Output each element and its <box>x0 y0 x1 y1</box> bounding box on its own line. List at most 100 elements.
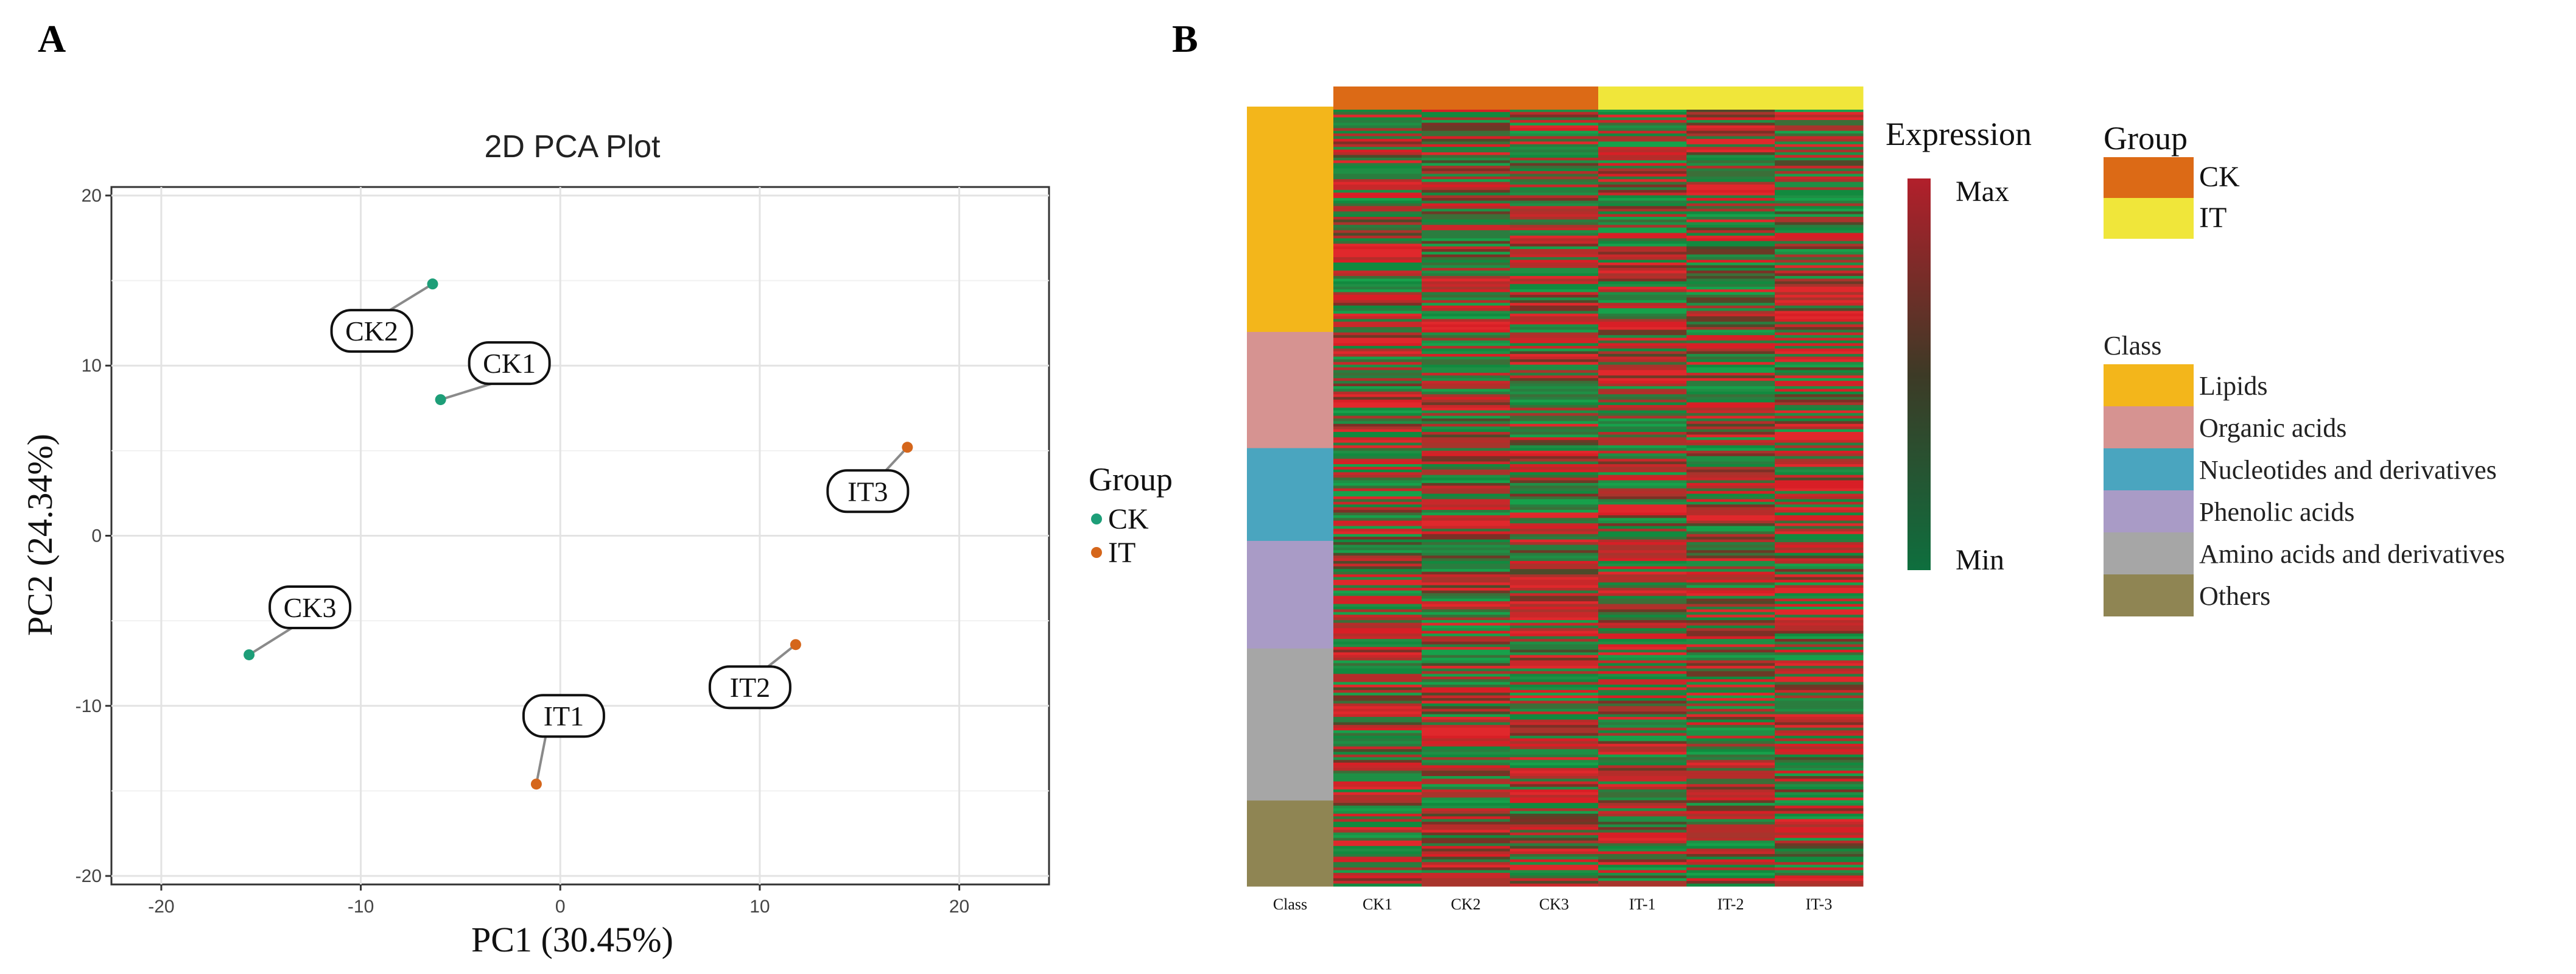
heatmap-cell <box>1686 752 1775 755</box>
heatmap-cell <box>1686 579 1775 583</box>
heatmap-class-block <box>1247 540 1333 649</box>
heatmap-cell <box>1333 326 1422 330</box>
heatmap-cell <box>1775 138 1864 142</box>
heatmap-cell <box>1598 778 1687 782</box>
heatmap-cell <box>1510 816 1599 820</box>
heatmap-cell <box>1775 136 1864 139</box>
heatmap-cell <box>1422 364 1511 368</box>
heatmap-cell <box>1510 341 1599 344</box>
heatmap-cell <box>1598 792 1687 796</box>
heatmap-cell <box>1510 617 1599 621</box>
heatmap-cell <box>1422 601 1511 605</box>
heatmap-cell <box>1333 727 1422 731</box>
heatmap-cell <box>1598 660 1687 664</box>
heatmap-cell <box>1598 528 1687 532</box>
heatmap-cell <box>1333 628 1422 632</box>
heatmap-cell <box>1598 523 1687 527</box>
pca-leader-line <box>535 736 547 785</box>
heatmap-cell <box>1686 332 1775 336</box>
heatmap-cell <box>1598 480 1687 484</box>
heatmap-cell <box>1775 163 1864 166</box>
heatmap-cell <box>1598 628 1687 632</box>
heatmap-cell <box>1598 351 1687 355</box>
heatmap-cell <box>1686 534 1775 537</box>
heatmap-cell <box>1598 367 1687 371</box>
heatmap-cell <box>1775 671 1864 674</box>
heatmap-cell <box>1775 845 1864 849</box>
heatmap-cell <box>1686 203 1775 206</box>
heatmap-cell <box>1686 448 1775 451</box>
heatmap-cell <box>1686 225 1775 228</box>
heatmap-cell <box>1775 166 1864 169</box>
heatmap-cell <box>1510 703 1599 707</box>
heatmap-cell <box>1333 657 1422 661</box>
heatmap-class-block <box>1247 448 1333 542</box>
heatmap-cell <box>1775 378 1864 381</box>
heatmap-cell <box>1775 278 1864 282</box>
heatmap-cell <box>1775 556 1864 559</box>
heatmap-cell <box>1598 803 1687 806</box>
heatmap-cell <box>1775 111 1864 115</box>
heatmap-cell <box>1775 259 1864 263</box>
heatmap-cell <box>1510 286 1599 290</box>
heatmap-cell <box>1422 674 1511 677</box>
heatmap-cell <box>1686 558 1775 562</box>
heatmap-cell <box>1598 598 1687 602</box>
heatmap-cell <box>1510 241 1599 244</box>
heatmap-cell <box>1422 716 1511 720</box>
heatmap-cell <box>1333 609 1422 613</box>
pca-grid <box>111 187 1049 884</box>
heatmap-cell <box>1686 381 1775 384</box>
heatmap-cell <box>1775 609 1864 613</box>
heatmap-cell <box>1775 482 1864 486</box>
heatmap-cell <box>1598 864 1687 868</box>
heatmap-cell <box>1598 687 1687 691</box>
heatmap-cell <box>1422 660 1511 664</box>
heatmap-cell <box>1686 147 1775 150</box>
heatmap-cell <box>1333 811 1422 814</box>
heatmap-cell <box>1775 485 1864 489</box>
heatmap-cell <box>1422 189 1511 193</box>
heatmap-cell <box>1686 749 1775 752</box>
heatmap-cell <box>1510 235 1599 239</box>
heatmap-cell <box>1775 434 1864 438</box>
heatmap-cell <box>1686 491 1775 495</box>
heatmap-cells <box>1333 107 1864 887</box>
heatmap-cell <box>1598 719 1687 723</box>
heatmap-cell <box>1422 400 1511 403</box>
heatmap-cell <box>1510 687 1599 691</box>
heatmap-cell <box>1333 372 1422 376</box>
heatmap-cell <box>1775 510 1864 513</box>
heatmap-cell <box>1686 322 1775 325</box>
heatmap-cell <box>1686 499 1775 503</box>
heatmap-cell <box>1422 216 1511 220</box>
pca-legend-label-it: IT <box>1108 537 1135 569</box>
heatmap-cell <box>1598 227 1687 231</box>
heatmap-cell <box>1686 488 1775 492</box>
heatmap-cell <box>1775 778 1864 782</box>
heatmap-cell <box>1686 531 1775 535</box>
heatmap-cell <box>1598 254 1687 258</box>
heatmap-cell <box>1686 604 1775 607</box>
heatmap-cell <box>1333 467 1422 470</box>
heatmap-cell <box>1422 760 1511 763</box>
expression-gradient-bar <box>1907 178 1931 570</box>
heatmap-cell <box>1333 383 1422 387</box>
heatmap-cell <box>1510 838 1599 841</box>
heatmap-cell <box>1422 693 1511 696</box>
heatmap-cell <box>1333 332 1422 336</box>
group-legend-swatch-it <box>2104 198 2194 239</box>
heatmap-cell <box>1598 666 1687 669</box>
heatmap-cell <box>1422 609 1511 613</box>
class-legend-label: Others <box>2199 581 2270 611</box>
pca-legend-swatch-ck <box>1091 513 1102 524</box>
heatmap-cell <box>1510 800 1599 803</box>
heatmap-cell <box>1422 322 1511 325</box>
heatmap-cell <box>1422 235 1511 239</box>
heatmap-cell <box>1598 440 1687 443</box>
heatmap-cell <box>1510 789 1599 793</box>
heatmap-cell <box>1686 819 1775 822</box>
heatmap-cell <box>1775 493 1864 497</box>
heatmap-cell <box>1686 423 1775 427</box>
